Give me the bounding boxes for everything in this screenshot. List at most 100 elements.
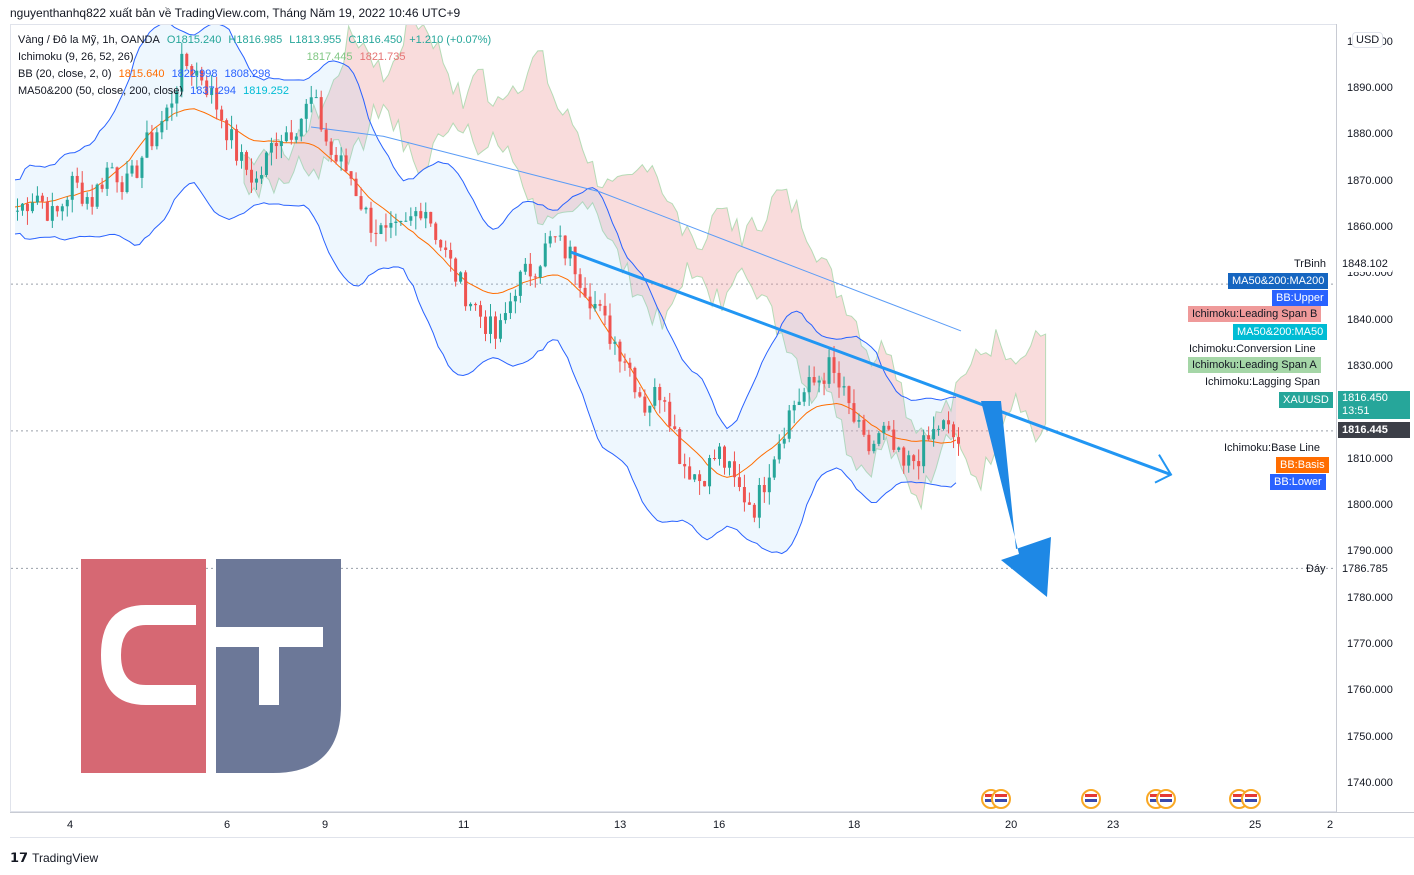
candle-body xyxy=(767,477,771,493)
tradingview-logo-icon: 𝟭𝟳 xyxy=(10,850,29,865)
flag-stripe xyxy=(995,799,1007,802)
candle-body xyxy=(250,169,253,183)
candle-body xyxy=(832,357,836,373)
candle-body xyxy=(777,443,781,460)
legend-bb-v1: 1815.640 xyxy=(118,68,165,80)
candle-body xyxy=(389,222,393,228)
candle-body xyxy=(927,435,931,440)
candle-body xyxy=(404,220,408,222)
candle-body xyxy=(20,203,24,211)
candle-body xyxy=(513,295,517,302)
candle-body xyxy=(638,392,642,397)
candle-body xyxy=(225,120,229,141)
candle-body xyxy=(872,443,876,452)
publisher-header: nguyenthanhq822 xuất bản về TradingView.… xyxy=(10,6,461,20)
candle-body xyxy=(922,435,926,467)
candle-body xyxy=(15,210,19,212)
candle-body xyxy=(55,206,59,212)
candle-body xyxy=(857,420,861,422)
candle-body xyxy=(797,401,801,406)
candle-body xyxy=(354,178,358,197)
bb-fill xyxy=(15,25,956,554)
candle-body xyxy=(459,272,463,282)
candle-body xyxy=(862,420,866,435)
candle-body xyxy=(787,410,791,439)
currency-selector[interactable]: USD xyxy=(1352,32,1384,48)
candle-body xyxy=(80,182,84,204)
candle-body xyxy=(822,380,826,384)
candle-body xyxy=(85,197,89,204)
candle-body xyxy=(419,211,423,219)
candle-body xyxy=(339,155,343,162)
candle-body xyxy=(658,387,662,401)
price-tick-label: 1800.000 xyxy=(1347,499,1393,512)
flag-stripe xyxy=(985,799,997,802)
legend-ma-v2: 1819.252 xyxy=(243,85,289,97)
legend-bb-v3: 1808.298 xyxy=(224,68,271,80)
price-tick-label: 1890.000 xyxy=(1347,81,1393,94)
candle-body xyxy=(125,173,129,193)
flag-stripe xyxy=(985,794,997,797)
candle-body xyxy=(359,196,363,210)
price-tick-label: 1780.000 xyxy=(1347,591,1393,604)
candle-body xyxy=(449,249,453,259)
logo-letter-t xyxy=(216,627,323,705)
time-axis[interactable]: 4 6 9 11 13 16 18 20 23 25 2 xyxy=(10,812,1414,838)
candle-body xyxy=(439,239,443,248)
candle-body xyxy=(563,235,567,259)
candle-body xyxy=(877,433,881,444)
candle-body xyxy=(210,87,214,96)
candle-body xyxy=(842,386,846,388)
candle-body xyxy=(553,236,557,238)
candle-body xyxy=(364,207,368,210)
price-chart[interactable] xyxy=(11,25,1337,813)
candle-body xyxy=(957,437,961,444)
candle-body xyxy=(678,429,682,464)
candle-body xyxy=(737,477,741,488)
flag-stripe xyxy=(1245,794,1257,797)
down-arrow xyxy=(981,401,1051,597)
bb-lower-line xyxy=(14,182,957,555)
candle-body xyxy=(349,171,353,179)
candle-body xyxy=(713,458,717,460)
candle-body xyxy=(65,199,69,207)
candle-body xyxy=(135,165,139,178)
candle-body xyxy=(533,276,537,278)
candle-body xyxy=(912,455,916,462)
candle-body xyxy=(259,175,263,179)
legend-ichimoku-row: Ichimoku (9, 26, 52, 26) 1817.445 1821.7… xyxy=(18,51,409,63)
tag-conversion-line: Ichimoku:Conversion Line xyxy=(1185,341,1320,357)
high-value: 1848.102 xyxy=(1338,256,1392,272)
tag-bb-basis: BB:Basis xyxy=(1276,457,1329,473)
candle-body xyxy=(35,195,39,203)
time-tick-label: 11 xyxy=(458,819,470,831)
candle-body xyxy=(538,266,542,278)
candle-body xyxy=(942,420,946,429)
chart-pane[interactable] xyxy=(10,24,1337,813)
candle-body xyxy=(40,195,44,202)
time-tick-label: 9 xyxy=(322,819,329,831)
candle-body xyxy=(568,246,572,259)
tag-ma50: MA50&200:MA50 xyxy=(1233,324,1328,340)
candle-body xyxy=(304,103,308,119)
resistance-trendline xyxy=(570,250,1172,477)
candle-body xyxy=(727,461,731,468)
candle-body xyxy=(110,167,114,169)
flag-stripe xyxy=(1150,799,1162,802)
candle-body xyxy=(145,132,149,158)
candle-body xyxy=(653,387,657,406)
low-value: 1786.785 xyxy=(1338,561,1392,577)
low-label: Đáy xyxy=(1306,563,1326,575)
flag-stripe xyxy=(1233,794,1245,797)
candle-body xyxy=(583,287,587,297)
legend-symbol: Vàng / Đô la Mỹ, 1h, OANDA xyxy=(18,34,160,46)
candle-body xyxy=(394,221,398,223)
legend-change: +1.210 (+0.07%) xyxy=(409,34,492,46)
candle-body xyxy=(245,152,249,170)
flag-stripe xyxy=(1085,794,1097,797)
legend-low: L1813.955 xyxy=(289,34,342,46)
candle-body xyxy=(409,216,413,221)
price-tick-label: 1760.000 xyxy=(1347,684,1393,697)
footer-branding[interactable]: 𝟭𝟳 TradingView xyxy=(10,850,98,866)
candle-body xyxy=(952,424,956,438)
